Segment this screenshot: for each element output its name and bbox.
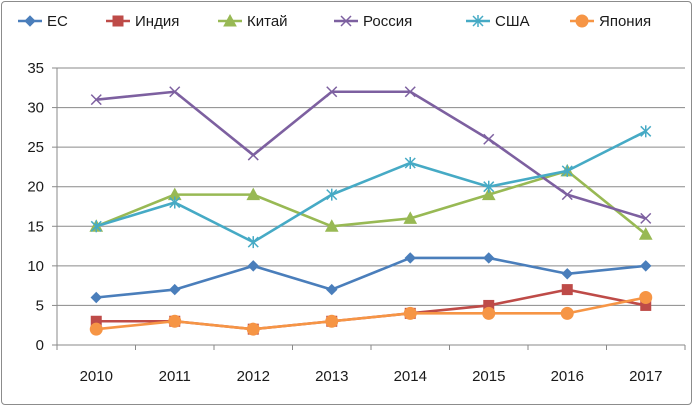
series-4	[90, 125, 652, 249]
gridlines	[57, 67, 685, 306]
data-point	[481, 187, 496, 201]
data-point	[640, 212, 652, 224]
data-point	[561, 189, 573, 201]
data-point	[90, 291, 102, 304]
x-tick-label: 2017	[629, 368, 662, 385]
data-point	[90, 220, 102, 233]
data-point	[326, 86, 338, 98]
y-tick-label: 10	[27, 258, 44, 275]
data-point	[326, 283, 338, 296]
legend-marker	[575, 14, 589, 28]
legend-label: ЕС	[47, 13, 68, 30]
series-line	[95, 130, 647, 244]
series-line	[96, 296, 647, 331]
data-point	[169, 196, 181, 209]
series-line	[95, 169, 647, 236]
data-point	[403, 211, 418, 224]
series-0	[90, 252, 652, 304]
x-tick-label: 2012	[237, 368, 270, 385]
x-tick-label: 2016	[551, 368, 584, 385]
x-tick-label: 2014	[394, 368, 427, 385]
y-tick-label: 5	[36, 297, 44, 314]
data-point	[640, 125, 652, 138]
legend-label: Китай	[247, 13, 288, 30]
data-point	[246, 187, 261, 201]
data-point	[483, 180, 495, 193]
legend-item: ЕС	[18, 13, 68, 30]
legend-marker	[24, 15, 36, 27]
data-point	[325, 314, 339, 328]
data-point	[640, 260, 652, 272]
y-tick-label: 15	[27, 218, 44, 235]
y-tick-labels: 0 5 10 15 20 25 30 35	[27, 60, 44, 354]
data-point	[169, 283, 181, 296]
y-tick-label: 25	[27, 139, 44, 156]
x-tick-label: 2013	[315, 368, 348, 385]
legend: ЕС Индия Китай Россия США Япония	[18, 13, 651, 30]
series-line	[96, 90, 647, 220]
data-point	[483, 133, 495, 145]
legend-marker	[112, 15, 124, 27]
data-point	[247, 236, 259, 249]
x-tick-label: 2015	[472, 368, 505, 385]
data-point	[561, 164, 573, 177]
x-tick-labels: 2010 2011 2012 2013 2014 2015 2016 2017	[80, 368, 663, 385]
data-point	[561, 268, 573, 280]
data-point	[560, 306, 574, 320]
legend-marker	[223, 13, 237, 27]
y-tick-label: 30	[27, 100, 44, 117]
legend-label: Россия	[363, 13, 412, 30]
legend-marker	[472, 15, 484, 27]
legend-item: Индия	[106, 13, 179, 30]
data-point	[403, 306, 417, 320]
data-point	[404, 86, 416, 98]
data-point	[247, 149, 259, 161]
data-point	[482, 306, 496, 320]
series-group	[89, 86, 653, 336]
data-point	[404, 252, 416, 264]
x-tick-label: 2011	[159, 368, 191, 385]
data-point	[324, 219, 339, 232]
data-point	[561, 284, 573, 296]
y-tick-label: 35	[27, 60, 44, 77]
data-point	[89, 322, 103, 336]
legend-label: Индия	[135, 13, 179, 30]
data-point	[168, 314, 182, 328]
data-point	[483, 252, 495, 264]
data-point	[639, 291, 653, 305]
y-tick-label: 20	[27, 179, 44, 196]
series-3	[90, 86, 652, 224]
legend-label: США	[495, 13, 530, 30]
data-point	[404, 156, 416, 169]
axes	[52, 67, 686, 350]
data-point	[169, 86, 181, 98]
series-5	[89, 291, 653, 336]
y-tick-label: 0	[36, 337, 44, 354]
legend-label: Япония	[599, 13, 651, 30]
data-point	[247, 260, 259, 272]
legend-item: Китай	[218, 13, 288, 30]
legend-item: Россия	[334, 13, 412, 30]
legend-item: США	[466, 13, 530, 30]
data-point	[246, 322, 260, 336]
legend-marker	[340, 15, 352, 27]
legend-item: Япония	[570, 13, 651, 30]
x-tick-label: 2010	[80, 368, 113, 385]
data-point	[638, 227, 653, 240]
data-point	[326, 188, 338, 201]
series-line	[96, 256, 646, 299]
data-point	[90, 94, 102, 106]
